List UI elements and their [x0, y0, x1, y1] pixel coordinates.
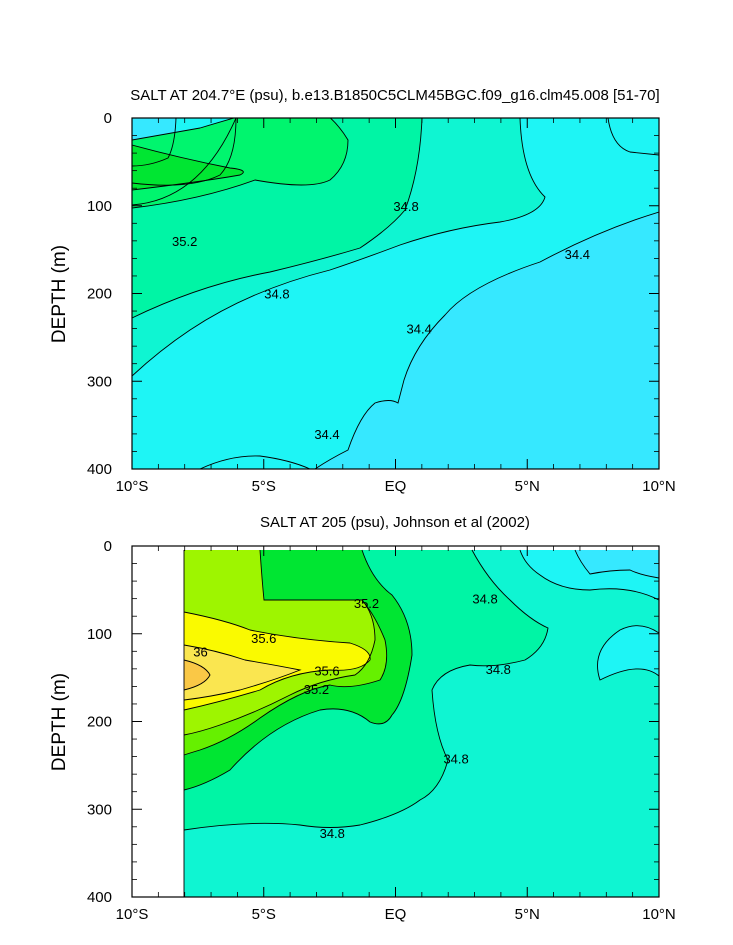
contour-label: 36 — [193, 644, 207, 659]
top-fill-34.8-35.0 — [132, 118, 422, 318]
bottom-contour-lines — [183, 549, 659, 897]
contour-line — [183, 611, 371, 711]
bottom-ylabel: DEPTH (m) — [49, 673, 70, 771]
top-y-tick-label: 0 — [104, 110, 112, 127]
bottom-fill-35.8-36.0 — [184, 645, 300, 700]
top-title: SALT AT 204.7°E (psu), b.e13.B1850C5CLM4… — [130, 87, 659, 104]
contour-line — [132, 118, 237, 206]
contour-line — [132, 118, 349, 209]
contour-line — [607, 118, 659, 156]
top-ylabel: DEPTH (m) — [49, 245, 70, 343]
bottom-panel: SALT AT 205 (psu), Johnson et al (2002) — [49, 514, 676, 923]
top-contour-labels: 35.2 34.8 34.8 34.4 34.4 34.4 — [172, 199, 590, 442]
bottom-x-tick-label: EQ — [385, 906, 407, 923]
contour-line — [132, 144, 244, 191]
bottom-fill-above-36 — [184, 660, 210, 690]
bottom-x-tick-label: 10°S — [116, 906, 149, 923]
contour-label: 35.2 — [172, 234, 197, 249]
top-x-tick-label: 10°N — [642, 478, 676, 495]
contour-label: 35.2 — [354, 596, 379, 611]
contour-label: 34.8 — [443, 751, 468, 766]
bottom-x-tick-label: 5°S — [252, 906, 276, 923]
bottom-y-tick-label: 300 — [87, 801, 112, 818]
bottom-fill-34.2-34.4 — [575, 550, 659, 578]
bottom-x-tick-label: 5°N — [515, 906, 540, 923]
top-y-tick-label: 100 — [87, 198, 112, 215]
contour-label: 35.6 — [251, 631, 276, 646]
top-contour-lines — [132, 118, 659, 469]
contour-line — [132, 118, 237, 186]
contour-label: 34.8 — [472, 592, 497, 607]
top-y-tick-label: 400 — [87, 461, 112, 478]
top-y-tick-label: 200 — [87, 286, 112, 303]
bottom-axes: 10°S 5°S EQ 5°N 10°N 0 100 200 300 400 — [87, 538, 676, 923]
bottom-x-tick-label: 10°N — [642, 906, 676, 923]
top-x-tick-label: 10°S — [116, 478, 149, 495]
contour-line — [574, 549, 659, 579]
contour-line — [199, 455, 311, 469]
contour-label: 34.8 — [393, 199, 418, 214]
top-panel: SALT AT 204.7°E (psu), b.e13.B1850C5CLM4… — [49, 87, 676, 495]
contour-line — [183, 549, 549, 831]
bottom-y-tick-label: 100 — [87, 626, 112, 643]
bottom-plot-area: 35.2 34.8 35.6 36 35.6 35.2 34.8 34.8 34.8 — [132, 546, 659, 897]
contour-line — [183, 549, 413, 791]
bottom-title: SALT AT 205 (psu), Johnson et al (2002) — [260, 514, 530, 531]
contour-label: 34.8 — [320, 826, 345, 841]
contour-label: 34.4 — [314, 427, 339, 442]
top-plot-area: 35.2 34.8 34.8 34.4 34.4 34.4 — [132, 118, 659, 469]
bottom-fill-34.4-34.6 — [520, 550, 659, 680]
contour-line — [314, 211, 659, 469]
top-x-tick-label: EQ — [385, 478, 407, 495]
contour-line — [132, 118, 423, 319]
bottom-contour-labels: 35.2 34.8 35.6 36 35.6 35.2 34.8 34.8 34.8 — [193, 592, 511, 841]
contour-label: 35.6 — [314, 664, 339, 679]
contour-label: 34.8 — [486, 662, 511, 677]
top-axes: 10°S 5°S EQ 5°N 10°N 0 100 200 300 400 — [87, 110, 676, 495]
contour-line — [519, 549, 659, 601]
top-y-tick-label: 300 — [87, 373, 112, 390]
contour-line — [183, 659, 211, 691]
contour-line — [132, 118, 546, 377]
contour-line — [597, 625, 659, 681]
top-x-tick-label: 5°N — [515, 478, 540, 495]
contour-line — [183, 599, 376, 736]
contour-label: 34.4 — [565, 247, 590, 262]
contour-line — [183, 644, 302, 701]
bottom-y-tick-label: 0 — [104, 538, 112, 555]
bottom-y-tick-label: 400 — [87, 889, 112, 906]
bottom-y-tick-label: 200 — [87, 714, 112, 731]
contour-label: 34.8 — [264, 287, 289, 302]
top-x-tick-label: 5°S — [252, 478, 276, 495]
contour-label: 35.2 — [304, 682, 329, 697]
contour-label: 34.4 — [407, 322, 432, 337]
